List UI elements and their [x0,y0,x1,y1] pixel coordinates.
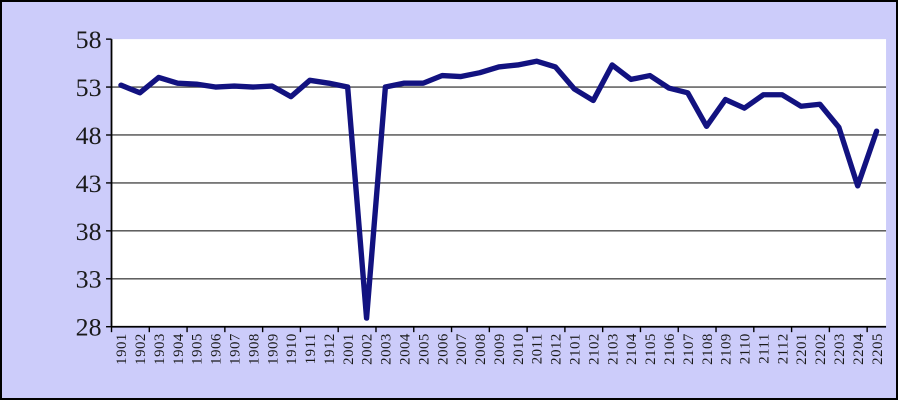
x-axis-label: 2110 [738,333,754,364]
x-axis-label: 1906 [209,333,225,365]
x-axis-label: 2205 [870,333,886,365]
x-axis-label: 2012 [549,333,565,365]
y-axis-label: 48 [76,121,102,150]
x-axis-label: 2008 [473,333,489,365]
y-axis-label: 43 [76,169,102,198]
x-axis-label: 1908 [246,333,262,365]
y-axis-label: 38 [76,217,102,246]
x-axis-label: 1904 [171,333,187,365]
x-axis-label: 2001 [341,333,357,365]
x-axis-label: 2112 [775,333,791,364]
x-axis-label: 2202 [813,333,829,365]
series-line [118,58,880,321]
x-axis-label: 2111 [756,333,772,364]
x-axis-label: 2002 [360,333,376,365]
index-series-polyline [118,58,880,321]
x-axis-label: 2011 [530,333,546,364]
x-axis-label: 2004 [397,333,413,365]
x-axis-label: 2109 [719,333,735,365]
x-axis-label: 1911 [303,333,319,364]
x-axis-tick-marks [110,326,868,333]
x-axis-label: 2204 [851,333,867,365]
x-axis-label: 1907 [227,333,243,365]
x-axis-label: 2101 [567,333,583,365]
x-axis-label: 1905 [190,333,206,365]
y-axis-labels: 58 53 48 43 38 33 28 [76,25,102,342]
x-axis-label: 1912 [322,333,338,365]
x-axis-label: 1910 [284,333,300,365]
x-axis-label: 2005 [416,333,432,365]
x-axis-label: 2102 [586,333,602,365]
x-axis-label: 2201 [794,333,810,365]
x-axis-label: 2009 [492,333,508,365]
x-axis-label: 1909 [265,333,281,365]
x-axis-label: 1903 [152,333,168,365]
x-axis-labels: 1901 1902 1903 1904 1905 1906 1907 1908 1909 1910… [114,333,886,365]
y-axis-tick-marks [106,38,112,328]
x-axis-label: 2107 [681,333,697,365]
x-axis-label: 2203 [832,333,848,365]
x-axis-label: 2006 [435,333,451,365]
x-axis-label: 2007 [454,333,470,365]
x-axis-label: 2010 [511,333,527,365]
x-axis-label: 2104 [624,333,640,365]
x-axis-label: 2003 [379,333,395,365]
y-axis-label: 53 [76,73,102,102]
x-axis-label: 1902 [133,333,149,365]
y-axis-label: 28 [76,313,102,342]
x-axis-label: 1901 [114,333,130,365]
y-axis-label: 33 [76,265,102,294]
x-axis-label: 2106 [662,333,678,365]
x-axis-label: 2105 [643,333,659,365]
x-axis-label: 2103 [605,333,621,365]
x-axis-label: 2108 [700,333,716,365]
y-axis-label: 58 [76,25,102,54]
